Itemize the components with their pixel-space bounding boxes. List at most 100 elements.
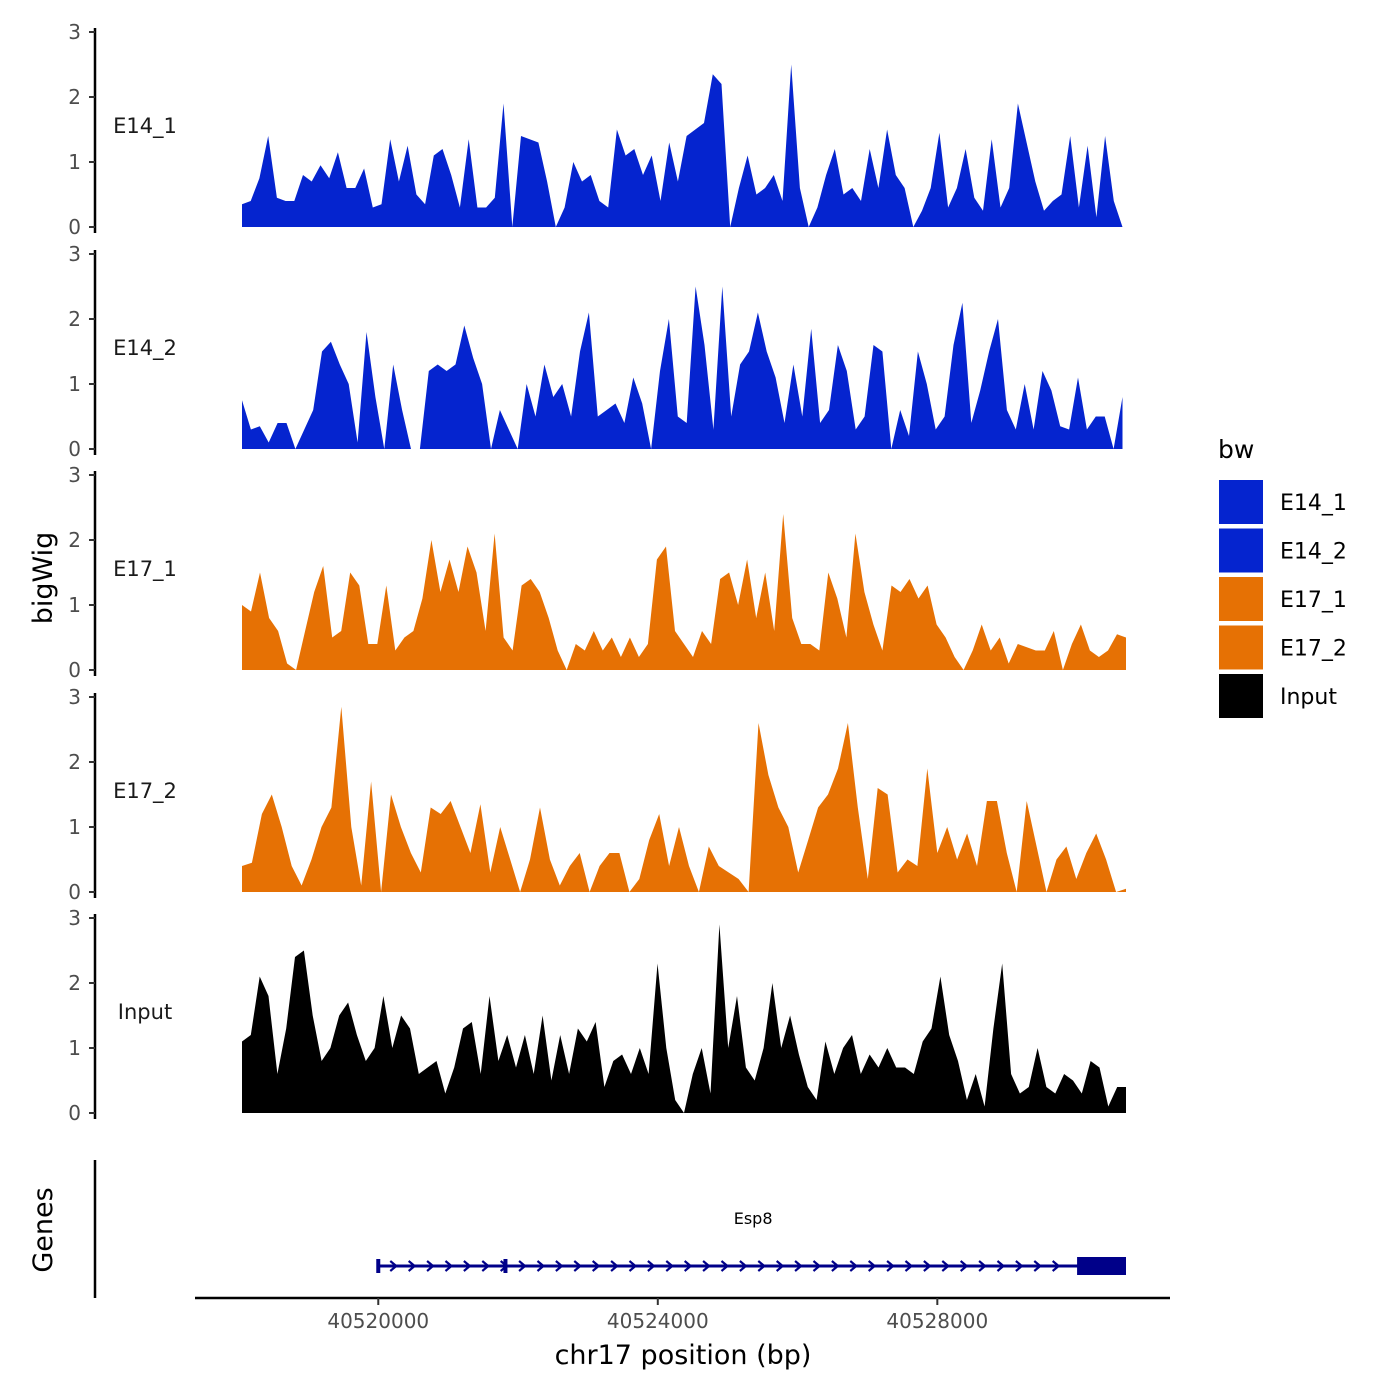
- strand-arrow: [923, 1260, 932, 1272]
- track-E17_1: 0 1 2 3 E17_1: [68, 463, 1126, 682]
- track-label: E14_1: [113, 114, 177, 139]
- strand-arrow: [996, 1260, 1006, 1272]
- legend-swatch: [1219, 577, 1263, 621]
- x-tick-label: 40528000: [886, 1309, 988, 1333]
- legend-label: Input: [1280, 685, 1337, 710]
- strand-arrow: [1033, 1260, 1042, 1272]
- strand-arrow: [1051, 1260, 1061, 1272]
- y-tick-label: 2: [68, 971, 81, 995]
- strand-arrow: [610, 1260, 619, 1272]
- strand-arrow: [389, 1260, 398, 1272]
- legend-label: E14_1: [1280, 491, 1347, 516]
- y-tick-label: 0: [68, 437, 81, 461]
- strand-arrow: [886, 1260, 895, 1272]
- strand-arrow: [978, 1260, 987, 1272]
- signal-area-E17_1: [242, 514, 1126, 670]
- y-tick-label: 1: [68, 593, 81, 617]
- y-axis-title: bigWig: [28, 532, 59, 625]
- track-E17_2: 0 1 2 3 E17_2: [68, 685, 1126, 904]
- legend-item-E17_1: E17_1: [1219, 577, 1347, 621]
- strand-arrow: [463, 1260, 472, 1272]
- legend-label: E17_1: [1280, 588, 1347, 613]
- legend-swatch: [1219, 480, 1263, 524]
- strand-arrow: [794, 1260, 803, 1272]
- strand-arrow: [407, 1260, 417, 1272]
- strand-arrow: [665, 1260, 674, 1272]
- genes-axis-title: Genes: [28, 1187, 59, 1272]
- track-label: E17_1: [113, 557, 177, 582]
- signal-tracks: 0 1 2 3 E14_1 0 1 2 3 E14_2 0 1 2 3 E17_1 0 1 2 3 E17_2 0 1 2 3…: [68, 20, 1126, 1125]
- strand-arrow: [702, 1260, 711, 1272]
- y-tick-label: 2: [68, 85, 81, 109]
- strand-arrow: [555, 1260, 564, 1272]
- strand-arrow: [591, 1260, 601, 1272]
- gene-exon: [376, 1259, 381, 1273]
- track-label: E14_2: [113, 336, 177, 361]
- gene-track: Esp8: [93, 1160, 1126, 1298]
- signal-area-Input: [242, 924, 1126, 1113]
- track-E14_1: 0 1 2 3 E14_1: [68, 20, 1123, 239]
- strand-arrow: [941, 1260, 950, 1272]
- strand-arrow: [812, 1260, 822, 1272]
- y-tick-label: 0: [68, 880, 81, 904]
- strand-arrow: [757, 1260, 766, 1272]
- gene-exon: [503, 1259, 508, 1273]
- x-tick-label: 40524000: [607, 1309, 709, 1333]
- strand-arrow: [481, 1260, 490, 1272]
- legend-item-E14_2: E14_2: [1219, 528, 1347, 573]
- y-tick-label: 0: [68, 215, 81, 239]
- strand-arrow: [518, 1260, 527, 1272]
- strand-arrow: [536, 1260, 546, 1272]
- track-Input: 0 1 2 3 Input: [68, 906, 1126, 1125]
- y-tick-label: 1: [68, 372, 81, 396]
- y-tick-label: 2: [68, 750, 81, 774]
- y-tick-label: 0: [68, 658, 81, 682]
- y-tick-label: 3: [68, 20, 81, 44]
- legend-title: bw: [1218, 435, 1254, 464]
- track-E14_2: 0 1 2 3 E14_2: [68, 242, 1123, 461]
- strand-arrow: [739, 1260, 748, 1272]
- strand-arrow: [573, 1260, 582, 1272]
- strand-arrow: [628, 1260, 638, 1272]
- y-tick-label: 3: [68, 906, 81, 930]
- x-axis-title: chr17 position (bp): [555, 1340, 812, 1371]
- legend-label: E14_2: [1280, 540, 1347, 565]
- legend-item-Input: Input: [1219, 674, 1337, 718]
- legend-swatch: [1219, 625, 1263, 670]
- strand-arrow: [867, 1260, 877, 1272]
- track-label: E17_2: [113, 779, 177, 804]
- x-tick-label: 40520000: [327, 1309, 429, 1333]
- signal-area-E14_2: [242, 286, 1123, 449]
- strand-arrow: [904, 1260, 914, 1272]
- y-tick-label: 3: [68, 685, 81, 709]
- y-tick-label: 2: [68, 307, 81, 331]
- y-tick-label: 0: [68, 1101, 81, 1125]
- strand-arrow: [720, 1260, 730, 1272]
- strand-arrow: [831, 1260, 840, 1272]
- legend: bw E14_1 E14_2 E17_1 E17_2 Input: [1218, 435, 1347, 718]
- legend-swatch: [1219, 674, 1263, 718]
- y-tick-label: 3: [68, 242, 81, 266]
- y-tick-label: 1: [68, 815, 81, 839]
- strand-arrow: [683, 1260, 693, 1272]
- legend-item-E14_1: E14_1: [1219, 480, 1347, 524]
- strand-arrow: [647, 1260, 656, 1272]
- strand-arrow: [1015, 1260, 1024, 1272]
- strand-arrow: [426, 1260, 435, 1272]
- y-tick-label: 1: [68, 1036, 81, 1060]
- legend-item-E17_2: E17_2: [1219, 625, 1347, 670]
- y-tick-label: 3: [68, 463, 81, 487]
- y-tick-label: 1: [68, 150, 81, 174]
- track-label: Input: [118, 1000, 172, 1024]
- signal-area-E14_1: [242, 64, 1123, 227]
- strand-arrow: [959, 1260, 969, 1272]
- y-tick-label: 2: [68, 528, 81, 552]
- x-axis: 40520000 40524000 40528000: [195, 1296, 1170, 1333]
- legend-label: E17_2: [1280, 637, 1347, 662]
- strand-arrow: [849, 1260, 858, 1272]
- strand-arrow: [775, 1260, 785, 1272]
- gene-exon: [1077, 1257, 1126, 1275]
- gene-Esp8: Esp8: [376, 1209, 1126, 1275]
- gene-name-label: Esp8: [734, 1209, 773, 1228]
